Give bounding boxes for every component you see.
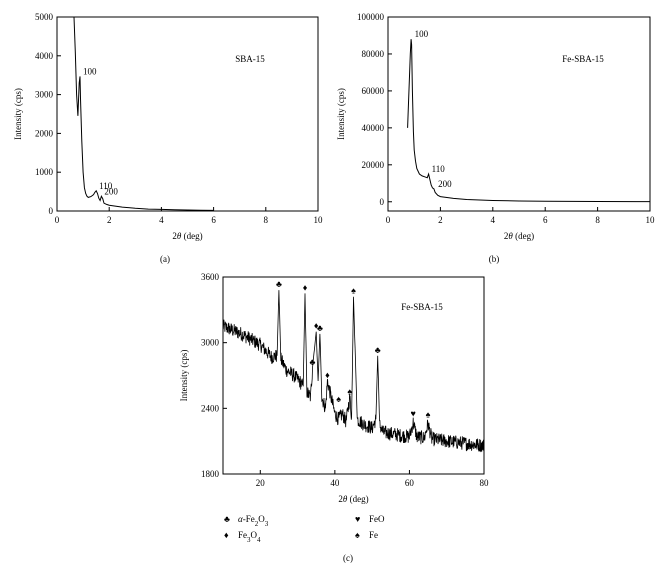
phase-marker: ♣ <box>375 345 381 355</box>
y-tick-label: 0 <box>380 197 385 207</box>
legend-label: α-Fe2O3 <box>238 514 269 528</box>
x-tick-label: 8 <box>595 215 600 225</box>
phase-marker: ♦ <box>325 370 330 380</box>
x-axis-label: 2θ (deg) <box>172 231 202 241</box>
phase-marker: ♣ <box>317 323 323 333</box>
phase-marker: ♣ <box>310 357 316 367</box>
y-tick-label: 5000 <box>35 12 54 22</box>
y-tick-label: 2000 <box>35 128 54 138</box>
legend: ♣ α-Fe2O3 ♦ Fe3O4 ♥ FeO ♠ Fe <box>224 514 385 544</box>
x-tick-label: 6 <box>543 215 548 225</box>
peak-label: 110 <box>99 181 113 191</box>
peak-label: 200 <box>438 179 452 189</box>
x-axis-label: 2θ (deg) <box>504 231 534 241</box>
sample-label: Fe-SBA-15 <box>401 302 443 312</box>
plot-frame <box>387 16 651 212</box>
series-line <box>407 39 651 203</box>
plot-frame <box>56 16 319 212</box>
x-tick-label: 4 <box>159 215 164 225</box>
x-tick-label: 10 <box>646 215 656 225</box>
y-tick-label: 100000 <box>357 12 385 22</box>
y-tick-label: 3000 <box>35 90 54 100</box>
x-tick-label: 2 <box>438 215 443 225</box>
legend-label: Fe <box>369 530 378 540</box>
plot-frame <box>222 276 485 475</box>
y-tick-label: 20000 <box>362 160 385 170</box>
legend-symbol: ♠ <box>355 530 360 540</box>
phase-marker: ♥ <box>410 408 415 418</box>
phase-marker: ♠ <box>351 286 356 296</box>
phase-marker: ♠ <box>347 386 352 396</box>
legend-symbol: ♥ <box>355 514 360 524</box>
y-tick-label: 1800 <box>201 469 220 479</box>
legend-label: Fe3O4 <box>238 530 261 544</box>
x-tick-label: 60 <box>405 478 415 488</box>
panel-caption: (a) <box>160 254 170 264</box>
x-tick-label: 0 <box>55 215 60 225</box>
phase-marker: ♦ <box>314 321 319 331</box>
x-tick-label: 10 <box>314 215 324 225</box>
phase-marker: ♠ <box>336 394 341 404</box>
x-tick-label: 40 <box>330 478 340 488</box>
legend-symbol: ♣ <box>224 514 230 524</box>
sample-label: Fe-SBA-15 <box>562 54 604 64</box>
y-tick-label: 0 <box>49 206 54 216</box>
y-tick-label: 4000 <box>35 51 54 61</box>
phase-marker: ♦ <box>303 282 308 292</box>
x-tick-label: 2 <box>107 215 112 225</box>
panel-caption: (c) <box>343 553 353 563</box>
series-line <box>73 16 214 211</box>
panel-c: 20 40 60 80 1800 2400 3000 3600 2θ (deg) Intensit… <box>179 272 489 563</box>
peak-label: 100 <box>415 29 429 39</box>
legend-label: FeO <box>369 514 385 524</box>
y-axis-label: Intensity (cps) <box>179 350 189 402</box>
peak-label: 200 <box>104 186 118 196</box>
y-tick-label: 3600 <box>201 272 220 282</box>
y-tick-label: 2400 <box>201 403 220 413</box>
x-tick-label: 6 <box>211 215 216 225</box>
y-tick-label: 1000 <box>35 167 54 177</box>
y-tick-label: 80000 <box>362 49 385 59</box>
y-axis-label: Intensity (cps) <box>13 88 23 140</box>
phase-marker: ♣ <box>276 279 282 289</box>
y-tick-label: 60000 <box>362 86 385 96</box>
x-axis-label: 2θ (deg) <box>338 494 368 504</box>
sample-label: SBA-15 <box>235 54 265 64</box>
y-tick-label: 40000 <box>362 123 385 133</box>
x-tick-label: 8 <box>264 215 269 225</box>
x-tick-label: 80 <box>480 478 490 488</box>
peak-label: 100 <box>83 66 97 76</box>
x-tick-label: 4 <box>491 215 496 225</box>
x-tick-label: 20 <box>256 478 266 488</box>
peak-label: 110 <box>432 164 446 174</box>
x-tick-label: 0 <box>386 215 391 225</box>
phase-marker: ♠ <box>426 409 431 419</box>
y-tick-label: 3000 <box>201 338 220 348</box>
series-line <box>222 290 485 453</box>
y-axis-label: Intensity (cps) <box>336 88 346 140</box>
panel-caption: (b) <box>489 254 500 264</box>
legend-symbol: ♦ <box>224 530 229 540</box>
